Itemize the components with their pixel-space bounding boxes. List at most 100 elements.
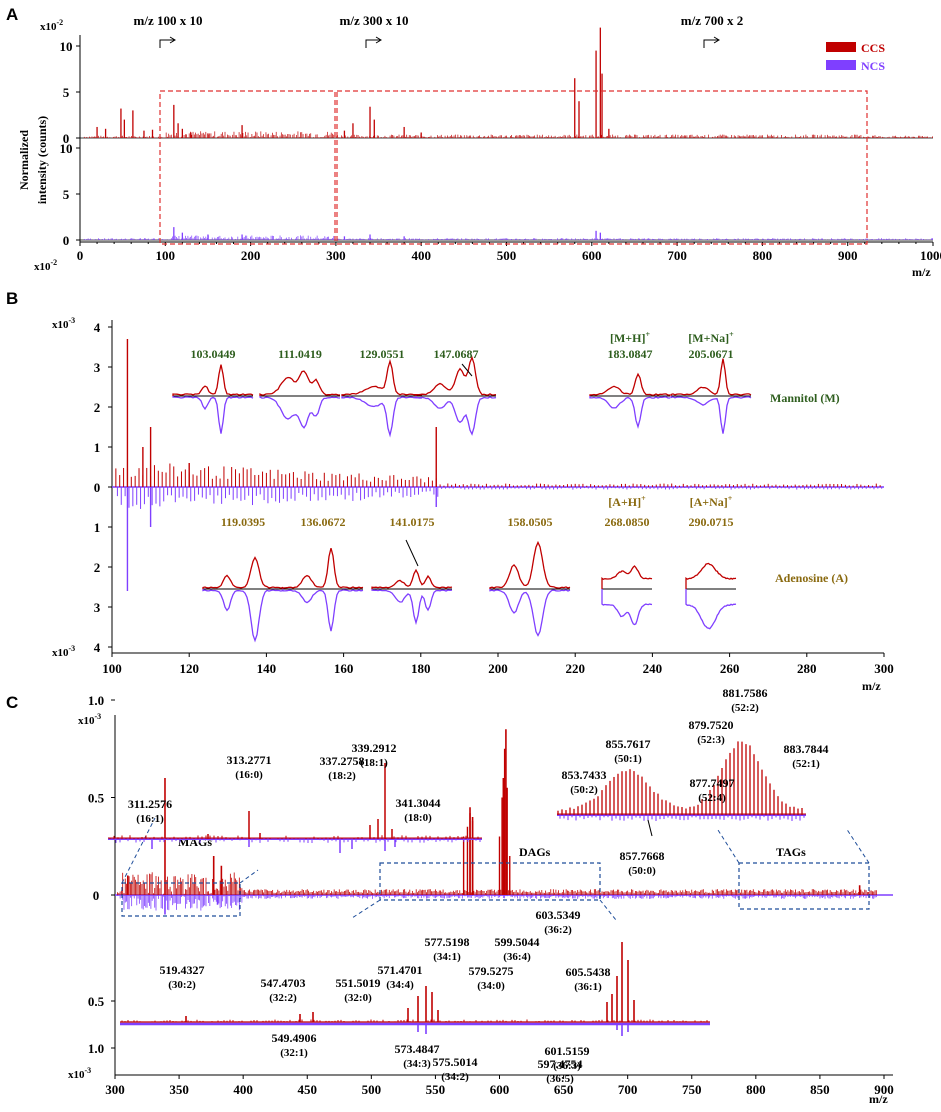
inset-ncs-trace xyxy=(282,589,364,632)
y-tick-label: 4 xyxy=(94,640,101,655)
dag-mz-label: 519.4327 xyxy=(160,963,205,977)
dag-mz-label: 597.4754 xyxy=(538,1057,583,1071)
x-tick-label: 450 xyxy=(298,1082,318,1097)
panel-b-y-ticks: 0 1 2 3 4 1 2 3 4 xyxy=(94,320,112,655)
panel-c-letter: C xyxy=(6,693,18,712)
mag-chain-label: (18:2) xyxy=(328,770,356,782)
y-tick-label: 0 xyxy=(63,131,70,146)
inset-adduct-sup: + xyxy=(728,494,733,503)
mag-mz-label: 337.2758 xyxy=(320,754,365,768)
zoom-arrow-head xyxy=(375,36,382,44)
mags-box xyxy=(121,882,241,917)
x-tick-label: 120 xyxy=(179,661,199,676)
panel-a-zoom-labels: m/z 100 x 10 m/z 300 x 10 m/z 700 x 2 xyxy=(134,13,743,48)
tag-mz-label: 853.7433 xyxy=(562,768,607,782)
mag-chain-label: (18:1) xyxy=(360,757,388,769)
x-tick-label: 700 xyxy=(618,1082,638,1097)
dag-chain-label: (34:1) xyxy=(433,951,461,963)
y-tick-label: 4 xyxy=(94,320,101,335)
zoom-label: m/z 700 x 2 xyxy=(681,13,743,28)
inset-ncs-trace xyxy=(670,396,752,434)
panel-a: A x10-2 x10-2 Normalized intensity (coun… xyxy=(6,5,941,279)
inset-ncs-trace xyxy=(172,396,254,434)
inset-mz-label: 141.0175 xyxy=(390,515,435,529)
inset-ccs-trace xyxy=(415,355,497,396)
y-tick-label: 0.5 xyxy=(88,791,105,806)
panel-b-ccs-trace xyxy=(115,339,881,487)
mag-chain-label: (18:0) xyxy=(404,812,432,824)
mags-label: MAGs xyxy=(178,835,212,849)
dag-chain-label: (36:3) xyxy=(553,1060,581,1072)
dag-chain-label: (32:1) xyxy=(280,1047,308,1059)
tag-chain-label: (50:0) xyxy=(628,865,656,877)
mag-mz-label: 341.3044 xyxy=(396,796,441,810)
y-tick-label: 3 xyxy=(94,360,101,375)
y-tick-label: 10 xyxy=(60,39,73,54)
tag-mz-label: 879.7520 xyxy=(689,718,734,732)
tag-chain-label: (52:4) xyxy=(698,792,726,804)
panel-c: C x10-3 x10-3 300 350 400 450 500 550 600 650 70… xyxy=(6,686,894,1106)
inset-ncs-trace xyxy=(685,589,737,630)
mag-mz-label: 311.2576 xyxy=(128,797,172,811)
x-tick-label: 300 xyxy=(105,1082,125,1097)
dag-chain-label: (36:4) xyxy=(503,951,531,963)
dags-box xyxy=(379,862,601,901)
inset-mz-label: 158.0505 xyxy=(508,515,553,529)
y-tick-label: 3 xyxy=(94,600,101,615)
x-tick-label: 500 xyxy=(497,248,517,263)
y-tick-label: 2 xyxy=(94,400,101,415)
x-tick-label: 260 xyxy=(720,661,740,676)
dag-chain-label: (32:0) xyxy=(344,992,372,1004)
inset-ccs-trace xyxy=(601,565,653,589)
panel-b-adenosine-label: Adenosine (A) xyxy=(775,571,848,585)
legend-ncs-swatch xyxy=(826,60,856,70)
inset-ccs-trace xyxy=(341,358,423,396)
panel-c-x-ticks: 300 350 400 450 500 550 600 650 700 750 800 850 900 xyxy=(105,1075,894,1097)
panel-b-scale-bottom: x10-3 xyxy=(52,644,75,659)
panel-a-legend: CCS NCS xyxy=(826,41,885,73)
inset-ncs-trace xyxy=(415,396,497,436)
dag-mz-label: 547.4703 xyxy=(261,976,306,990)
mag-inset: 311.2576(16:1)313.2771(16:0)337.2758(18:… xyxy=(108,741,482,853)
dag-chain-label: (36:1) xyxy=(574,981,602,993)
zoom-arrow xyxy=(703,39,718,48)
tag-inset: 853.7433 (50:2) 855.7617 (50:1) 857.7668 (50:… xyxy=(557,686,829,877)
zoom-arrow-head xyxy=(713,36,720,44)
tag-chain-label: (50:2) xyxy=(570,784,598,796)
panel-a-letter: A xyxy=(6,5,18,24)
inset-ccs-trace xyxy=(670,358,752,396)
x-tick-label: 850 xyxy=(810,1082,830,1097)
inset-ncs-trace xyxy=(202,589,284,643)
mags-connector-right xyxy=(239,869,259,884)
inset-pointer xyxy=(461,363,473,377)
tag-mz-label: 881.7586 xyxy=(723,686,768,700)
x-tick-label: 900 xyxy=(838,248,858,263)
zoom-arrow xyxy=(159,39,174,48)
x-tick-label: 160 xyxy=(334,661,354,676)
legend-ccs-label: CCS xyxy=(861,41,885,55)
inset-adduct-label: [M+H]+ xyxy=(610,330,651,345)
x-tick-label: 750 xyxy=(682,1082,702,1097)
y-tick-label: 5 xyxy=(63,187,70,202)
y-tick-label: 1.0 xyxy=(88,693,104,708)
x-tick-label: 240 xyxy=(643,661,663,676)
x-tick-label: 200 xyxy=(488,661,508,676)
tag-chain-label: (52:3) xyxy=(697,734,725,746)
zoom-arrow-head xyxy=(169,36,176,44)
dag-mz-label: 605.5438 xyxy=(566,965,611,979)
mags-connector-left xyxy=(121,817,156,884)
panel-a-zoom-box-2 xyxy=(336,90,868,245)
x-tick-label: 220 xyxy=(565,661,585,676)
x-tick-label: 300 xyxy=(874,661,894,676)
x-tick-label: 550 xyxy=(426,1082,446,1097)
dag-mz-label: 549.4906 xyxy=(272,1031,317,1045)
panel-a-scale-top: x10-2 xyxy=(40,18,63,33)
y-tick-label: 1 xyxy=(94,440,101,455)
inset-adduct-label: [M+Na]+ xyxy=(688,330,734,345)
inset-mz-label: 147.0687 xyxy=(434,347,479,361)
x-tick-label: 180 xyxy=(411,661,431,676)
tag-mz-label: 877.7497 xyxy=(690,776,735,790)
x-tick-label: 280 xyxy=(797,661,817,676)
y-tick-label: 0 xyxy=(63,233,70,248)
